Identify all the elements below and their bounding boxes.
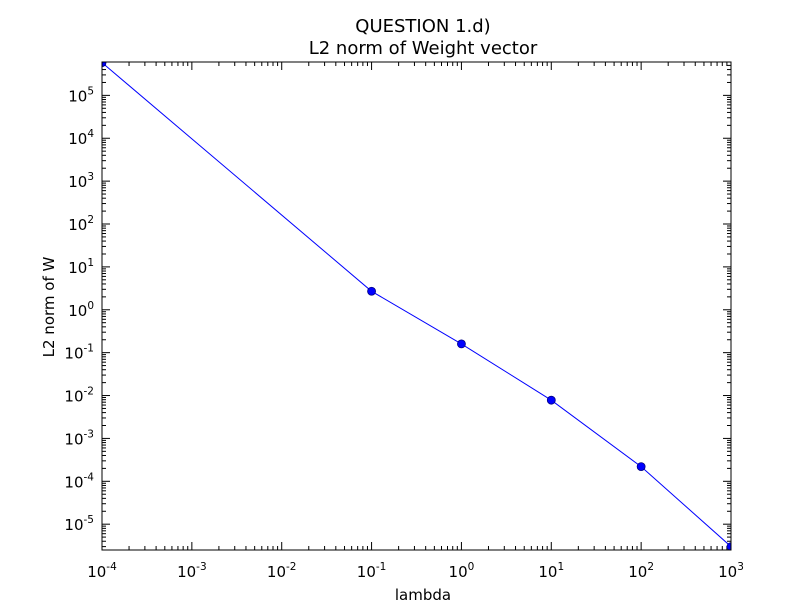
data-point (546, 395, 556, 405)
y-tick-label: 103 (68, 171, 94, 191)
x-tick-label: 10-1 (357, 561, 387, 581)
chart-subtitle: L2 norm of Weight vector (309, 38, 538, 59)
plot-frame (101, 61, 732, 551)
x-tick-label: 101 (538, 561, 564, 581)
y-tick-label: 105 (68, 85, 94, 105)
x-tick-base: 10 (449, 563, 468, 581)
y-tick-base: 10 (64, 430, 83, 448)
y-tick-label: 102 (68, 214, 94, 234)
x-tick-base: 10 (87, 563, 106, 581)
data-point (102, 62, 107, 68)
data-point (636, 462, 646, 472)
y-tick-label: 101 (68, 257, 94, 277)
y-tick-label: 10-3 (64, 428, 94, 448)
y-axis-label: L2 norm of W (40, 256, 58, 357)
y-tick-base: 10 (68, 259, 87, 277)
x-tick-exponent: -4 (106, 561, 117, 573)
y-tick-base: 10 (68, 216, 87, 234)
y-tick-exponent: 0 (87, 300, 94, 312)
y-tick-base: 10 (64, 516, 83, 534)
y-tick-exponent: 4 (87, 128, 94, 140)
x-tick-exponent: 2 (647, 561, 654, 573)
y-tick-exponent: 1 (87, 257, 94, 269)
y-tick-exponent: 3 (87, 171, 94, 183)
y-tick-exponent: -5 (84, 514, 94, 526)
x-tick-label: 10-2 (267, 561, 297, 581)
y-tick-exponent: -2 (84, 386, 94, 398)
x-tick-label: 100 (449, 561, 475, 581)
y-tick-base: 10 (64, 388, 83, 406)
data-point (367, 286, 376, 296)
series-layer (102, 62, 731, 550)
x-tick-label: 10-3 (177, 561, 207, 581)
y-tick-label: 104 (68, 128, 94, 148)
y-tick-exponent: -1 (84, 343, 94, 355)
y-tick-base: 10 (64, 345, 83, 363)
y-tick-exponent: 5 (87, 85, 94, 97)
x-tick-exponent: 1 (557, 561, 564, 573)
major-ticks (101, 62, 732, 550)
x-tick-base: 10 (538, 563, 557, 581)
data-point (726, 542, 731, 550)
y-tick-exponent: -3 (84, 428, 94, 440)
x-tick-base: 10 (177, 563, 196, 581)
x-tick-base: 10 (267, 563, 286, 581)
chart-title: QUESTION 1.d) (355, 16, 490, 37)
x-tick-base: 10 (718, 563, 737, 581)
y-tick-base: 10 (68, 173, 87, 191)
y-tick-label: 10-1 (64, 343, 94, 363)
y-tick-label: 10-2 (64, 386, 94, 406)
data-point (457, 339, 466, 349)
x-tick-labels: 10-4 10-3 10-2 10-1 100 101 102 103 (87, 561, 744, 581)
y-tick-base: 10 (68, 87, 87, 105)
y-tick-exponent: -4 (84, 471, 95, 483)
y-tick-label: 10-5 (64, 514, 94, 534)
y-tick-base: 10 (68, 130, 87, 148)
y-tick-label: 10-4 (64, 471, 94, 491)
x-tick-exponent: 3 (737, 561, 744, 573)
x-tick-base: 10 (628, 563, 647, 581)
x-tick-exponent: 0 (468, 561, 475, 573)
series-line (102, 62, 731, 547)
x-tick-exponent: -3 (196, 561, 206, 573)
y-tick-base: 10 (68, 302, 87, 320)
x-tick-exponent: -1 (376, 561, 386, 573)
x-tick-base: 10 (357, 563, 376, 581)
y-tick-exponent: 2 (87, 214, 94, 226)
x-axis-label: lambda (395, 586, 451, 604)
x-tick-exponent: -2 (286, 561, 296, 573)
y-tick-label: 100 (68, 300, 94, 320)
x-tick-label: 10-4 (87, 561, 117, 581)
minor-ticks (102, 62, 731, 550)
x-tick-label: 103 (718, 561, 744, 581)
y-tick-base: 10 (64, 473, 83, 491)
x-tick-label: 102 (628, 561, 654, 581)
